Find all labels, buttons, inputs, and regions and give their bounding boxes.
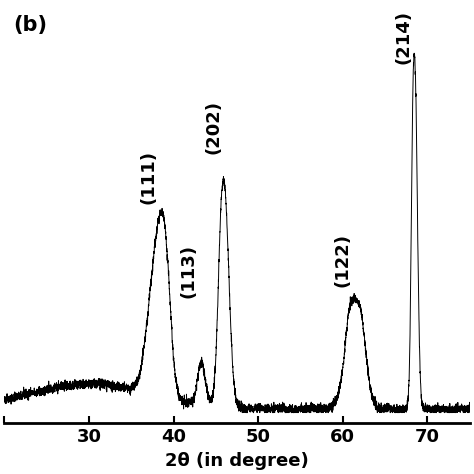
Text: (113): (113)	[180, 244, 198, 298]
Text: (122): (122)	[334, 233, 352, 287]
Text: (214): (214)	[395, 10, 413, 64]
X-axis label: 2θ (in degree): 2θ (in degree)	[165, 452, 309, 470]
Text: (b): (b)	[13, 15, 47, 35]
Text: (111): (111)	[139, 150, 157, 204]
Text: (202): (202)	[204, 100, 222, 154]
